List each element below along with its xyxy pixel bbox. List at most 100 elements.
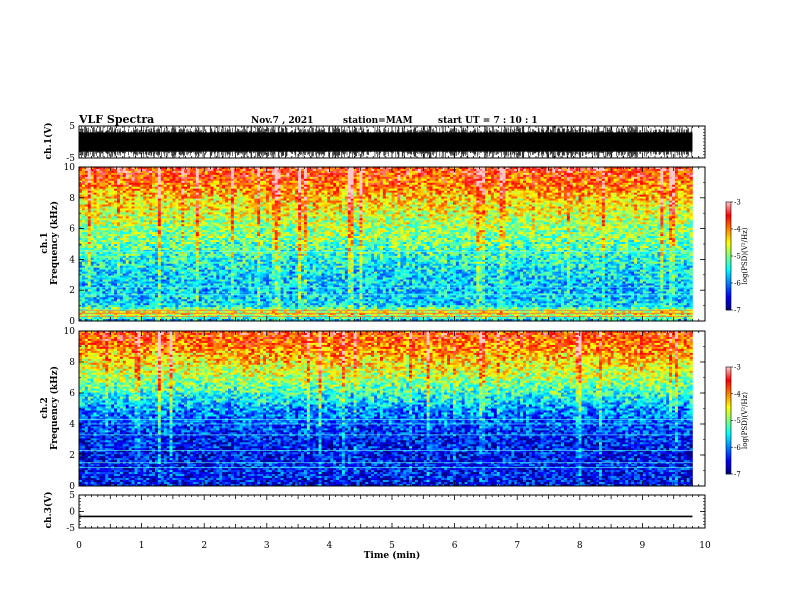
spectrogram-cell bbox=[639, 176, 644, 180]
spectrogram-cell bbox=[520, 172, 524, 176]
spectrogram-cell bbox=[502, 206, 506, 209]
spectrogram-cell bbox=[639, 208, 644, 211]
spectrogram-cell bbox=[476, 184, 480, 188]
spectrogram-cell bbox=[531, 204, 536, 207]
spectrogram-cell bbox=[233, 206, 238, 209]
spectrogram-cell bbox=[520, 180, 524, 184]
spectrogram-cell bbox=[473, 178, 477, 182]
spectrogram-cell bbox=[403, 168, 407, 172]
spectrogram-cell bbox=[657, 196, 661, 199]
spectrogram-cell bbox=[187, 178, 191, 182]
spectrogram-cell bbox=[102, 210, 106, 213]
spectrogram-cell bbox=[131, 200, 135, 203]
spectrogram-cell bbox=[683, 208, 687, 211]
spectrogram-cell bbox=[350, 170, 354, 174]
spectrogram-cell bbox=[482, 168, 486, 172]
spectrogram-cell bbox=[298, 178, 302, 182]
spectrogram-cell bbox=[394, 186, 398, 190]
spectrogram-cell bbox=[303, 208, 308, 211]
spectrogram-cell bbox=[128, 186, 132, 190]
spectrogram-cell bbox=[642, 184, 647, 188]
spectrogram-cell bbox=[274, 168, 278, 172]
spectrogram-cell bbox=[292, 174, 296, 178]
spectrogram-cell bbox=[444, 184, 448, 188]
spectrogram-cell bbox=[648, 167, 652, 170]
spectrogram-cell bbox=[680, 168, 685, 172]
spectrogram-cell bbox=[359, 192, 363, 195]
spectrogram-cell bbox=[105, 188, 109, 191]
spectrogram-cell bbox=[227, 198, 232, 201]
spectrogram-cell bbox=[578, 178, 582, 182]
spectrogram-cell bbox=[578, 204, 582, 207]
spectrogram-cell bbox=[619, 178, 623, 182]
spectrogram-cell bbox=[187, 172, 191, 176]
spectrogram-cell bbox=[379, 198, 384, 201]
spectrogram-cell bbox=[461, 167, 465, 170]
spectrogram-cell bbox=[429, 188, 433, 191]
spectrogram-cell bbox=[353, 188, 357, 191]
spectrogram-cell bbox=[219, 168, 223, 172]
spectrogram-cell bbox=[470, 180, 474, 184]
spectrogram-cell bbox=[452, 210, 457, 213]
spectrogram-cell bbox=[517, 192, 521, 195]
spectrogram-cell bbox=[546, 184, 550, 188]
spectrogram-cell bbox=[639, 172, 644, 176]
spectrogram-cell bbox=[169, 192, 173, 195]
spectrogram-cell bbox=[493, 208, 498, 211]
spectrogram-cell bbox=[347, 178, 351, 182]
spectrogram-cell bbox=[368, 186, 372, 190]
spectrogram-cell bbox=[414, 206, 419, 209]
spectrogram-cell bbox=[686, 200, 690, 203]
spectrogram-cell bbox=[382, 174, 387, 178]
spectrogram-cell bbox=[406, 210, 410, 213]
spectrogram-cell bbox=[525, 188, 530, 191]
spectrogram-cell bbox=[505, 178, 509, 182]
spectrogram-cell bbox=[677, 182, 682, 186]
spectrogram-cell bbox=[353, 172, 357, 176]
spectrogram-cell bbox=[90, 202, 94, 205]
spectrogram-cell bbox=[680, 174, 685, 178]
spectrogram-cell bbox=[341, 196, 346, 199]
spectrogram-cell bbox=[140, 174, 144, 178]
spectrogram-cell bbox=[306, 210, 311, 213]
spectrogram-cell bbox=[201, 188, 205, 191]
spectrogram-cell bbox=[672, 170, 676, 174]
spectrogram-cell bbox=[163, 190, 167, 193]
spectrogram-cell bbox=[485, 206, 489, 209]
spectrogram-cell bbox=[93, 200, 97, 203]
spectrogram-cell bbox=[333, 200, 337, 203]
spectrogram-cell bbox=[642, 174, 647, 178]
spectrogram-cell bbox=[412, 188, 416, 191]
spectrogram-cell bbox=[479, 206, 483, 209]
spectrogram-cell bbox=[412, 190, 416, 193]
spectrogram-cell bbox=[368, 198, 372, 201]
spectrogram-cell bbox=[423, 176, 427, 180]
spectrogram-cell bbox=[672, 200, 676, 203]
spectrogram-cell bbox=[525, 206, 530, 209]
spectrogram-cell bbox=[283, 202, 287, 205]
spectrogram-cell bbox=[333, 210, 337, 213]
spectrogram-cell bbox=[619, 208, 623, 211]
spectrogram-cell bbox=[511, 167, 515, 170]
spectrogram-cell bbox=[397, 174, 401, 178]
spectrogram-cell bbox=[374, 186, 378, 190]
spectrogram-cell bbox=[514, 194, 518, 197]
spectrogram-cell bbox=[441, 192, 445, 195]
spectrogram-cell bbox=[634, 202, 638, 205]
spectrogram-cell bbox=[251, 202, 255, 205]
spectrogram-cell bbox=[341, 210, 346, 213]
spectrogram-cell bbox=[140, 200, 144, 203]
spectrogram-cell bbox=[648, 178, 652, 182]
spectrogram-cell bbox=[683, 170, 687, 174]
spectrogram-cell bbox=[385, 194, 389, 197]
spectrogram-cell bbox=[599, 194, 603, 197]
spectrogram-cell bbox=[318, 174, 322, 178]
spectrogram-cell bbox=[496, 202, 500, 205]
spectrogram-cell bbox=[268, 184, 273, 188]
spectrogram-cell bbox=[157, 204, 162, 207]
spectrogram-cell bbox=[490, 174, 495, 178]
spectrogram-cell bbox=[84, 180, 89, 184]
spectrogram-cell bbox=[409, 174, 413, 178]
spectrogram-cell bbox=[90, 190, 94, 193]
spectrogram-cell bbox=[111, 180, 115, 184]
